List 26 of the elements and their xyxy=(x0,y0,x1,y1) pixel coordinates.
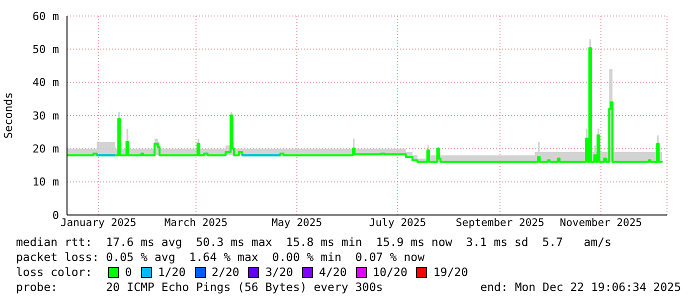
x-tick-label: July 2025 xyxy=(369,217,426,229)
y-tick-label: 20 m xyxy=(32,142,60,156)
y-tick-label: 50 m xyxy=(32,43,60,56)
legend-label: 4/20 xyxy=(319,265,347,280)
x-tick-label: September 2025 xyxy=(456,217,544,229)
x-tick-label: November 2025 xyxy=(560,217,642,229)
x-tick-label: May 2025 xyxy=(271,217,322,229)
text: end: Mon Dec 22 19:06:34 2025 xyxy=(480,280,681,295)
text: median rtt: 17.6 ms avg 50.3 ms max 15.8 ms min 15.9 ms now 3.1 ms sd 5.7 am/s xyxy=(16,235,612,250)
text: probe: 20 ICMP Echo Pings (56 Bytes) every 300s xyxy=(16,280,383,295)
legend-label: 0 xyxy=(125,265,132,280)
x-tick-label: March 2025 xyxy=(164,217,228,229)
x-tick-label: January 2025 xyxy=(60,217,136,229)
legend-label: 1/20 xyxy=(158,265,186,280)
legend-label: 2/20 xyxy=(212,265,240,280)
legend-label: 3/20 xyxy=(265,265,294,280)
legend-title: loss color: xyxy=(16,265,94,280)
y-tick-label: 0 xyxy=(52,208,59,222)
y-tick-label: 40 m xyxy=(32,76,60,90)
legend-label: 19/20 xyxy=(433,265,468,280)
y-tick-label: 10 m xyxy=(32,176,60,189)
y-tick-label: 60 m xyxy=(32,10,60,23)
text: packet loss: 0.05 % avg 1.64 % max 0.00 % min 0.07 % now xyxy=(16,250,426,265)
y-axis-title: Seconds xyxy=(2,92,15,139)
legend-label: 10/20 xyxy=(372,265,408,280)
y-tick-label: 30 m xyxy=(32,109,60,122)
